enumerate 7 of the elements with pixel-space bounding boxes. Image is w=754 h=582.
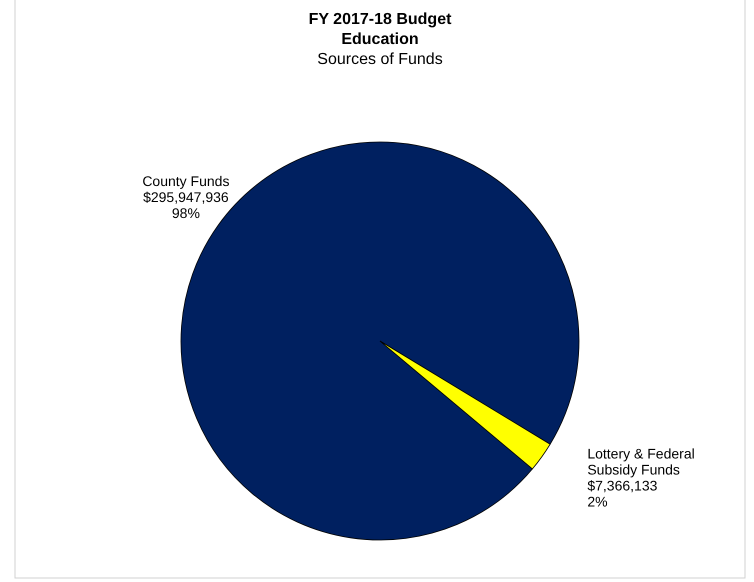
pie-slice: [380, 340, 551, 470]
data-label: $295,947,936 98%: [143, 188, 229, 221]
chart-title: FY 2017-18 Budget Education: [308, 11, 452, 48]
slice-label: Lottery & Federal Subsidy Funds: [587, 445, 695, 478]
slice-label: County Funds: [142, 172, 230, 189]
chart-subtitle: Sources of Funds: [317, 51, 443, 68]
data-label: $7,366,133 2%: [587, 477, 658, 510]
